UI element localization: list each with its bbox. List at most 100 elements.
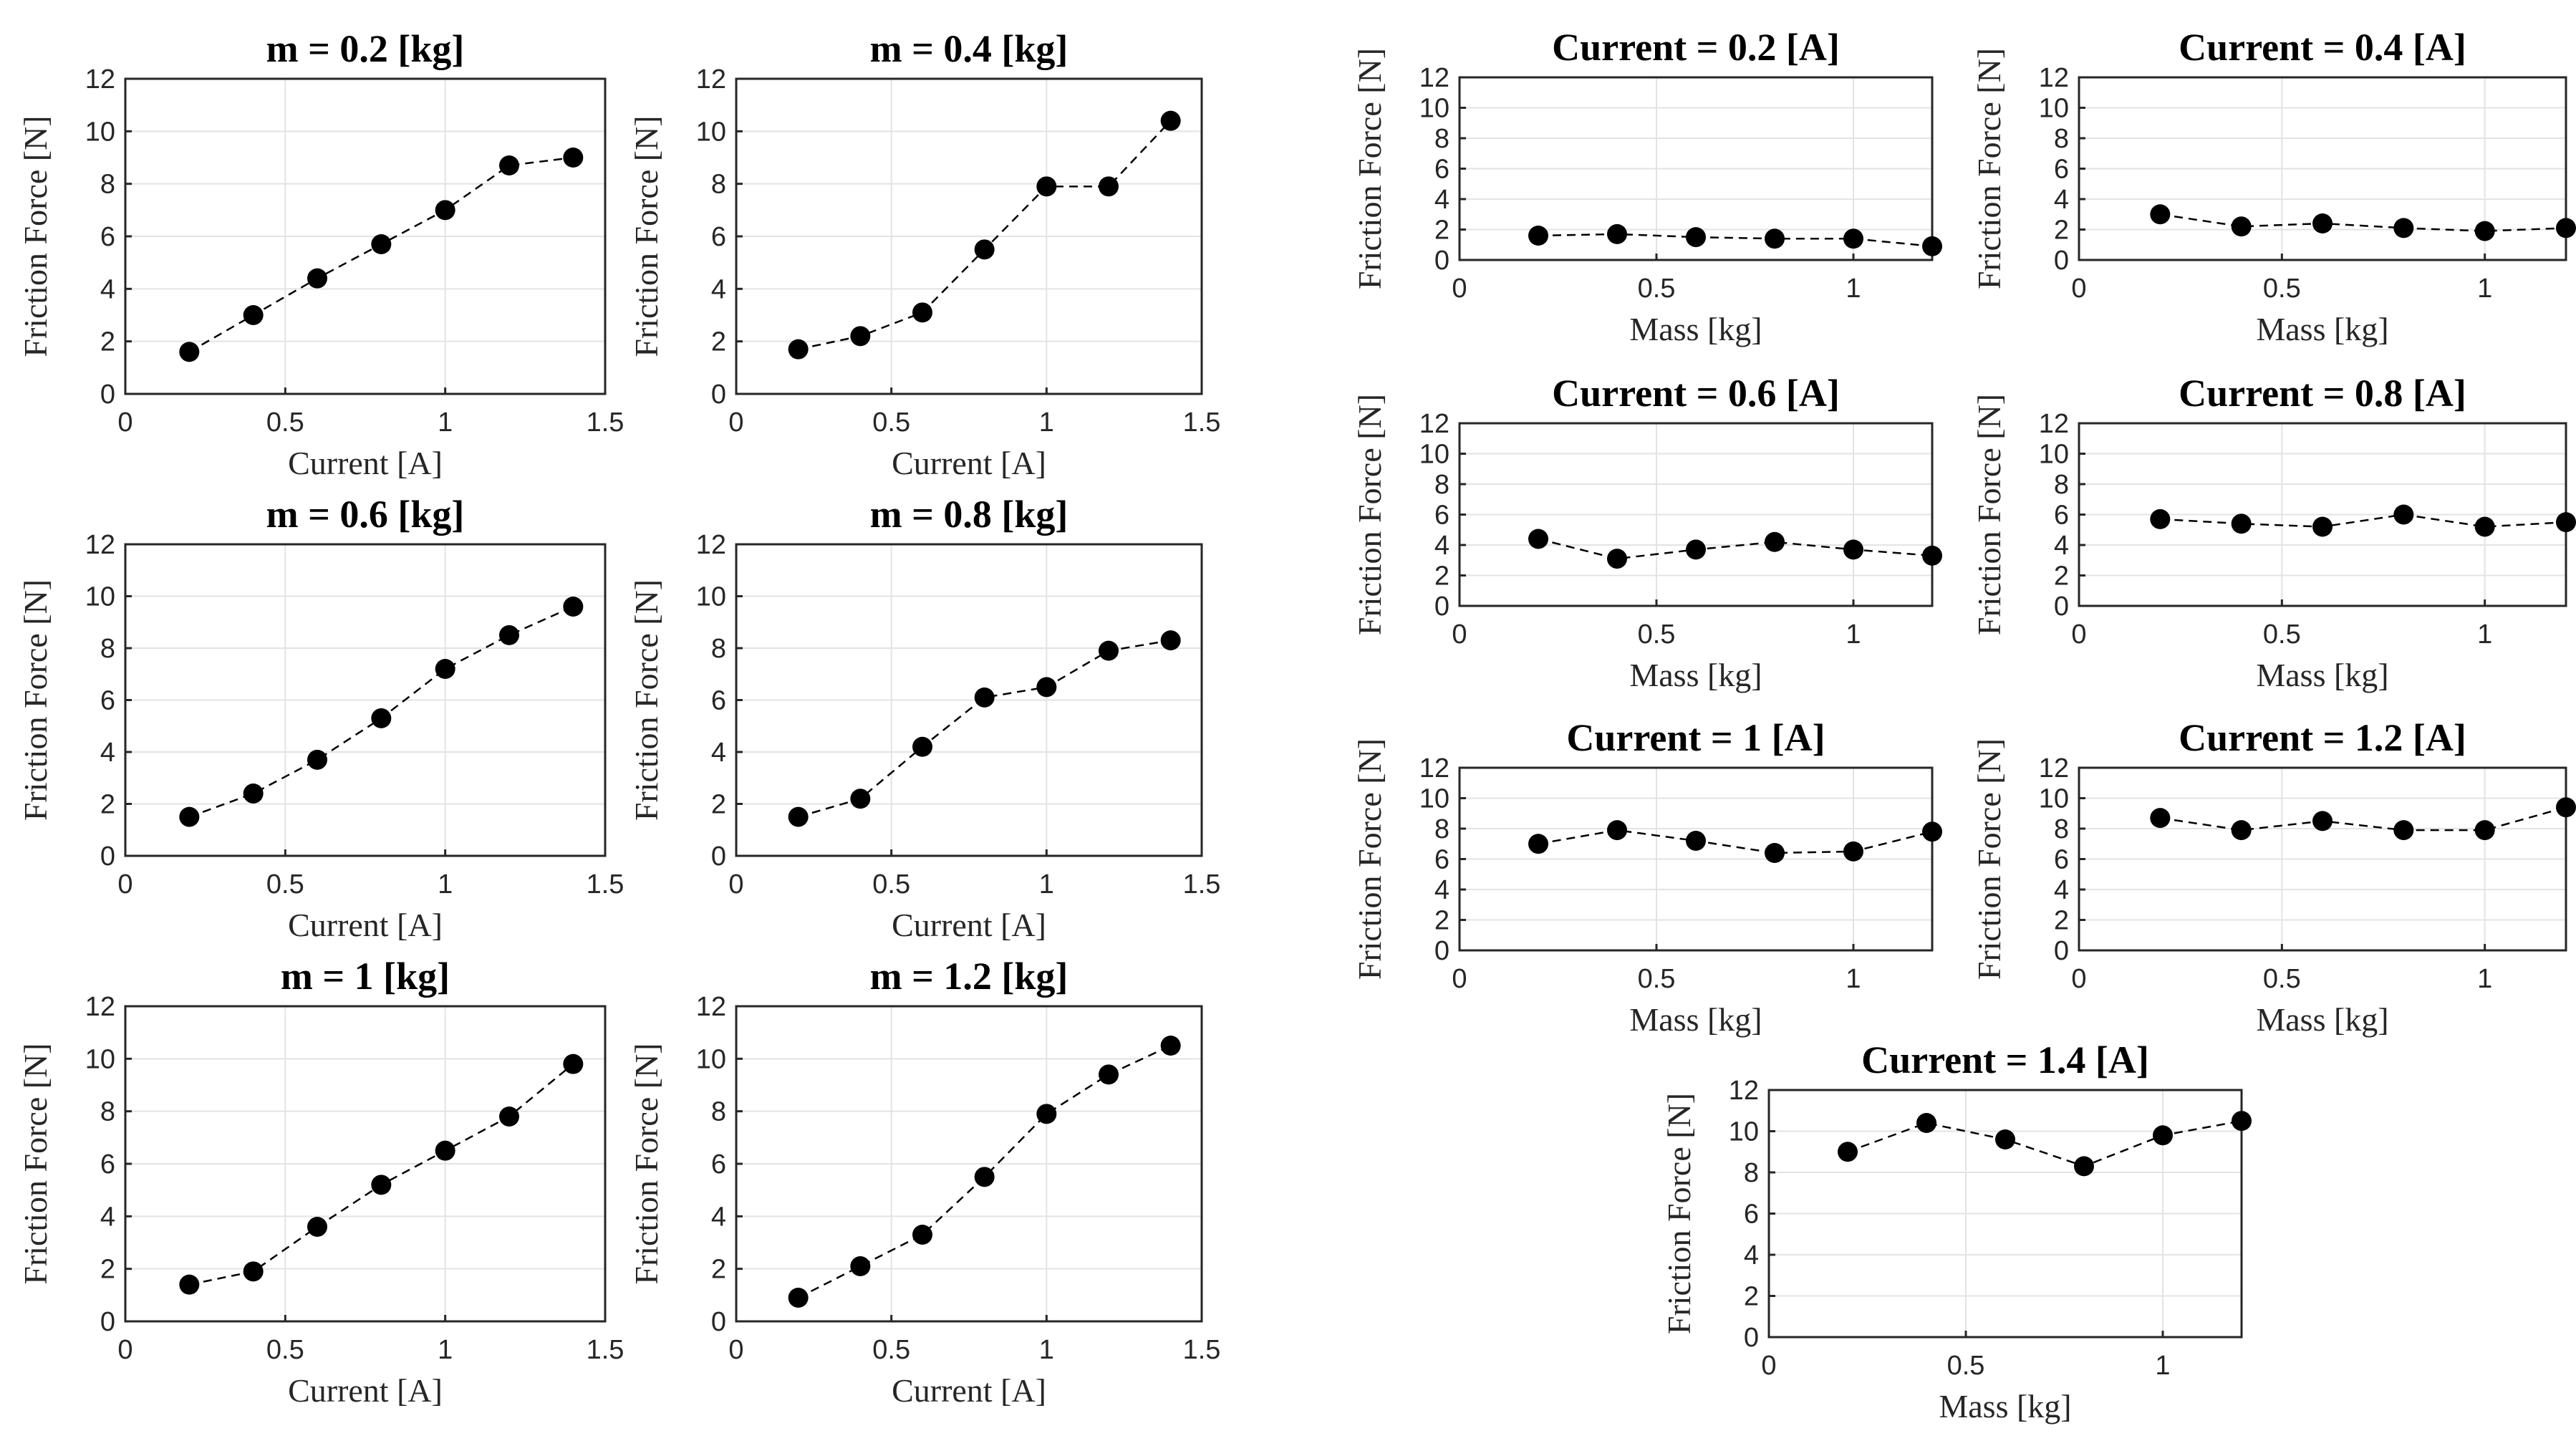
y-tick-label: 0 bbox=[711, 1307, 726, 1337]
x-tick-label: 1.5 bbox=[587, 1335, 624, 1365]
x-tick-label: 0.5 bbox=[266, 1335, 304, 1365]
y-tick-label: 6 bbox=[1434, 845, 1449, 875]
y-tick-label: 2 bbox=[100, 327, 115, 357]
data-point bbox=[2312, 213, 2333, 233]
y-axis-label: Friction Force [N] bbox=[17, 1043, 54, 1284]
data-point bbox=[2231, 514, 2252, 534]
y-tick-label: 10 bbox=[1419, 784, 1449, 814]
data-point bbox=[1607, 820, 1627, 841]
x-tick-label: 0 bbox=[2071, 619, 2086, 650]
data-point bbox=[2150, 808, 2171, 829]
x-tick-label: 0.5 bbox=[2263, 964, 2301, 994]
y-tick-label: 8 bbox=[100, 634, 115, 664]
y-tick-label: 2 bbox=[1434, 216, 1449, 246]
y-tick-label: 4 bbox=[100, 738, 115, 768]
data-point bbox=[2556, 218, 2576, 238]
y-tick-label: 0 bbox=[100, 1307, 115, 1337]
data-point bbox=[371, 1175, 392, 1195]
chart-panel: 0 0.5 1 1.5 0 2 4 6 8 10 12 Current [A] Friction For… bbox=[17, 27, 624, 481]
y-tick-label: 4 bbox=[711, 274, 726, 304]
y-tick-label: 8 bbox=[1434, 124, 1449, 154]
y-tick-label: 12 bbox=[85, 530, 115, 560]
x-tick-label: 0.5 bbox=[2263, 619, 2301, 650]
data-point bbox=[1686, 831, 1706, 851]
y-tick-label: 8 bbox=[2054, 470, 2069, 500]
data-point bbox=[850, 789, 871, 809]
y-tick-label: 0 bbox=[711, 380, 726, 410]
chart-title: Current = 0.6 [A] bbox=[1552, 372, 1840, 415]
y-tick-label: 8 bbox=[2054, 124, 2069, 154]
data-point bbox=[1099, 640, 1119, 661]
x-tick-label: 1.5 bbox=[587, 869, 624, 900]
y-tick-label: 12 bbox=[1419, 753, 1449, 784]
data-point bbox=[2474, 221, 2495, 241]
data-point bbox=[1843, 539, 1863, 560]
data-point bbox=[788, 806, 809, 827]
x-axis-label: Mass [kg] bbox=[1629, 1001, 1762, 1038]
x-axis-label: Current [A] bbox=[288, 445, 443, 481]
data-point bbox=[788, 339, 809, 360]
data-point bbox=[563, 597, 584, 617]
data-point bbox=[1528, 834, 1548, 854]
data-point bbox=[499, 155, 519, 175]
y-tick-label: 6 bbox=[1434, 155, 1449, 185]
y-tick-label: 8 bbox=[711, 1097, 726, 1127]
data-point bbox=[1838, 1142, 1858, 1162]
y-tick-label: 2 bbox=[2054, 906, 2069, 936]
x-tick-label: 0 bbox=[117, 408, 132, 438]
y-tick-label: 8 bbox=[711, 634, 726, 664]
data-point bbox=[435, 200, 455, 221]
y-tick-label: 6 bbox=[711, 686, 726, 716]
data-point bbox=[2312, 811, 2333, 831]
y-tick-label: 0 bbox=[1744, 1323, 1759, 1353]
data-point bbox=[974, 1167, 995, 1187]
y-tick-label: 12 bbox=[2039, 409, 2069, 439]
chart-title: m = 0.6 [kg] bbox=[266, 493, 465, 536]
y-tick-label: 10 bbox=[2039, 784, 2069, 814]
y-tick-label: 6 bbox=[100, 222, 115, 252]
x-tick-label: 0.5 bbox=[266, 869, 304, 900]
data-point bbox=[1765, 228, 1785, 249]
data-point bbox=[912, 1225, 932, 1245]
y-tick-label: 8 bbox=[100, 170, 115, 200]
x-axis-label: Mass [kg] bbox=[2256, 1001, 2388, 1038]
y-tick-label: 0 bbox=[2054, 936, 2069, 966]
data-point bbox=[2231, 820, 2252, 841]
x-tick-label: 0 bbox=[1761, 1351, 1776, 1381]
y-tick-label: 10 bbox=[1419, 94, 1449, 124]
y-tick-label: 0 bbox=[100, 380, 115, 410]
y-tick-label: 0 bbox=[2054, 246, 2069, 276]
y-tick-label: 2 bbox=[2054, 561, 2069, 592]
y-tick-label: 6 bbox=[1434, 501, 1449, 531]
x-axis-label: Mass [kg] bbox=[1939, 1388, 2071, 1424]
y-tick-label: 6 bbox=[2054, 845, 2069, 875]
x-axis-label: Mass [kg] bbox=[2256, 311, 2388, 347]
x-tick-label: 1 bbox=[1039, 408, 1054, 438]
data-point bbox=[2150, 204, 2171, 225]
data-point bbox=[912, 302, 932, 323]
x-tick-label: 0 bbox=[117, 1335, 132, 1365]
x-axis-label: Current [A] bbox=[892, 1372, 1046, 1409]
x-tick-label: 0.5 bbox=[1638, 619, 1676, 650]
y-tick-label: 0 bbox=[1434, 936, 1449, 966]
x-tick-label: 1 bbox=[1039, 1335, 1054, 1365]
x-tick-label: 0.5 bbox=[872, 1335, 910, 1365]
x-tick-label: 0 bbox=[728, 408, 743, 438]
x-tick-label: 1 bbox=[2477, 274, 2492, 304]
y-axis-label: Friction Force [N] bbox=[628, 579, 665, 821]
data-point bbox=[499, 625, 519, 645]
data-point bbox=[974, 687, 995, 708]
data-point bbox=[307, 749, 327, 770]
y-axis-label: Friction Force [N] bbox=[17, 115, 54, 357]
data-point bbox=[1765, 531, 1785, 552]
data-point bbox=[563, 1054, 584, 1074]
data-point bbox=[1607, 549, 1627, 569]
chart-panel: 0 0.5 1 1.5 0 2 4 6 8 10 12 Current [A] Friction For… bbox=[628, 955, 1220, 1409]
data-point bbox=[563, 148, 584, 168]
y-tick-label: 4 bbox=[2054, 185, 2069, 215]
data-point bbox=[179, 1274, 200, 1295]
data-point bbox=[307, 268, 327, 289]
